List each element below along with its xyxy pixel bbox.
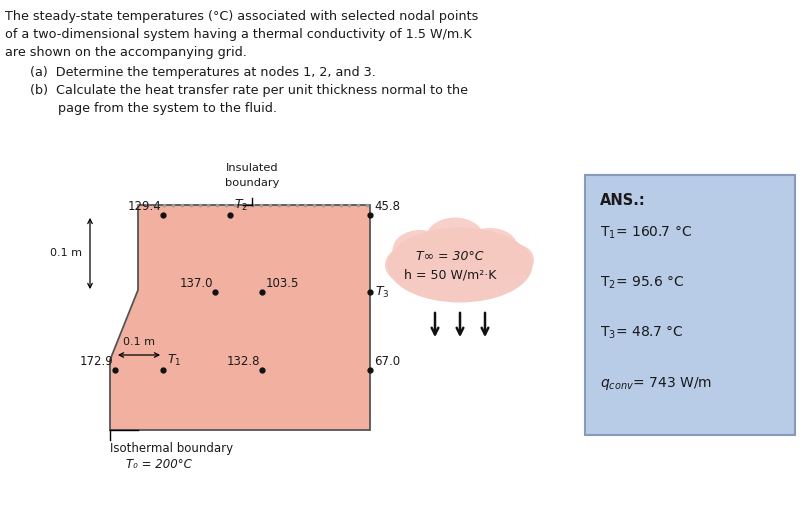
Ellipse shape [425, 217, 485, 263]
Text: 0.1 m: 0.1 m [50, 249, 82, 258]
Text: 172.9: 172.9 [79, 355, 113, 368]
Text: (a)  Determine the temperatures at nodes 1, 2, and 3.: (a) Determine the temperatures at nodes … [30, 66, 376, 79]
Text: 129.4: 129.4 [127, 200, 161, 213]
Text: $q_{conv}$= 743 W/m: $q_{conv}$= 743 W/m [600, 375, 712, 392]
Text: 132.8: 132.8 [226, 355, 260, 368]
Ellipse shape [387, 228, 533, 303]
Text: $T_1$: $T_1$ [167, 353, 182, 368]
Text: $T_2$: $T_2$ [234, 198, 248, 213]
Text: 137.0: 137.0 [179, 277, 213, 290]
Text: 0.1 m: 0.1 m [123, 337, 155, 347]
Text: T∞ = 30°C: T∞ = 30°C [416, 251, 484, 264]
Text: Isothermal boundary: Isothermal boundary [110, 442, 233, 455]
Text: 45.8: 45.8 [374, 200, 400, 213]
Ellipse shape [496, 244, 534, 276]
Text: are shown on the accompanying grid.: are shown on the accompanying grid. [5, 46, 247, 59]
Text: The steady-state temperatures (°C) associated with selected nodal points: The steady-state temperatures (°C) assoc… [5, 10, 478, 23]
Text: T$_3$= 48.7 °C: T$_3$= 48.7 °C [600, 325, 683, 341]
Text: T$_2$= 95.6 °C: T$_2$= 95.6 °C [600, 275, 685, 291]
Text: ANS.:: ANS.: [600, 193, 646, 208]
Text: Insulated: Insulated [226, 163, 278, 173]
Text: (b)  Calculate the heat transfer rate per unit thickness normal to the: (b) Calculate the heat transfer rate per… [30, 84, 468, 97]
Ellipse shape [393, 230, 447, 270]
Ellipse shape [385, 247, 425, 282]
Text: h = 50 W/m²·K: h = 50 W/m²·K [404, 268, 496, 281]
Polygon shape [110, 205, 370, 430]
Text: 103.5: 103.5 [266, 277, 299, 290]
FancyBboxPatch shape [585, 175, 795, 435]
Text: T$_1$= 160.7 °C: T$_1$= 160.7 °C [600, 225, 692, 241]
Text: 67.0: 67.0 [374, 355, 400, 368]
Text: $T_3$: $T_3$ [375, 284, 390, 300]
Ellipse shape [462, 228, 518, 266]
Text: boundary: boundary [225, 178, 279, 188]
Text: page from the system to the fluid.: page from the system to the fluid. [30, 102, 277, 115]
Text: T₀ = 200°C: T₀ = 200°C [126, 458, 192, 471]
Text: of a two-dimensional system having a thermal conductivity of 1.5 W/m.K: of a two-dimensional system having a the… [5, 28, 472, 41]
